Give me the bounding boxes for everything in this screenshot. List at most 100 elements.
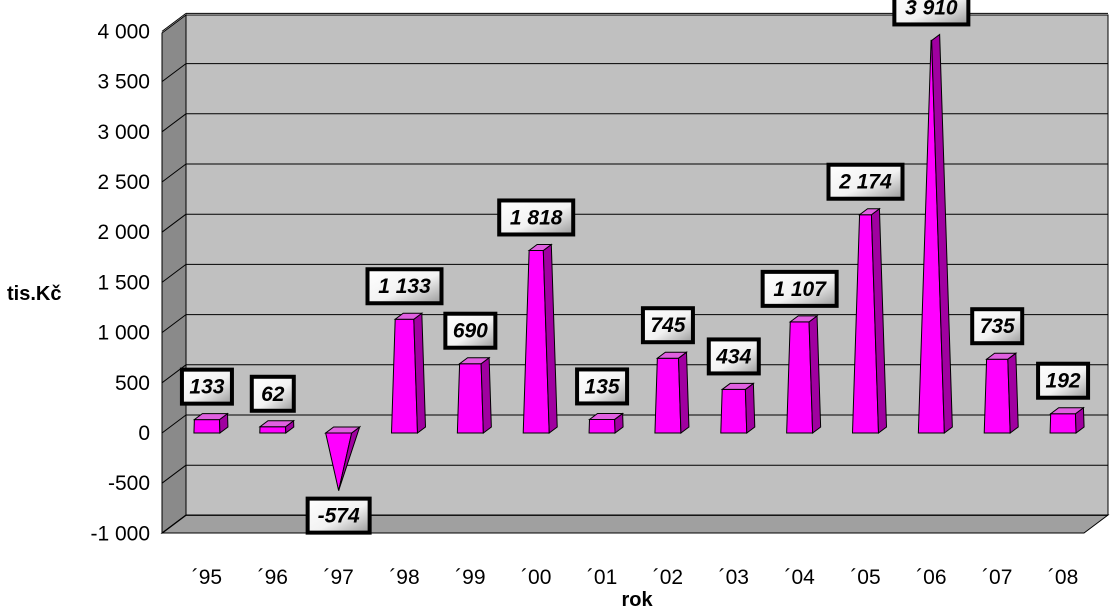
bar-top [788,315,819,323]
data-label-text: 735 [980,315,1015,338]
x-tick-label: ´98 [389,566,419,589]
x-tick-label: ´97 [323,566,353,589]
bar-front [193,419,221,434]
data-label-box [760,269,839,308]
bar [1049,406,1085,434]
bar-top [527,243,553,251]
data-label-text: 2 174 [838,171,892,194]
gridline-side [161,464,187,484]
data-label-text: 1 818 [510,206,563,229]
bar [258,419,296,434]
data-label: 192 [1036,361,1091,400]
data-label-box [443,311,498,350]
x-tick-label: ´05 [850,566,880,589]
data-labels: 133 62 -574 1 133 690 1 818 135 745 434 1 107 2 17… [179,0,1091,535]
y-tick-label: 1 000 [97,322,150,345]
bar-front [390,318,419,434]
bar [522,243,558,434]
y-axis: 4 000 3 500 3 000 2 500 2 000 1 500 1 000 500 0 -… [90,20,150,545]
y-tick-label: 3 500 [97,71,150,94]
bar [786,314,822,434]
bar-top [720,382,755,390]
bar-front [259,426,287,434]
y-tick-label: 500 [115,372,150,395]
x-tick-label: ´07 [982,566,1012,589]
x-tick-label: ´04 [784,566,815,589]
gridline-side [161,213,187,233]
x-tick-label: ´95 [192,566,222,589]
bar-front [588,418,616,434]
gridline-side [161,314,187,334]
data-label: 1 133 [365,267,444,306]
bar-side [480,356,492,434]
y-tick-label: 1 500 [97,271,150,294]
bar [390,312,427,434]
bar-top [985,352,1018,360]
data-label-text: -574 [318,505,360,528]
x-tick-label: ´96 [258,566,288,589]
data-label-box [970,307,1025,346]
bar-front [720,388,748,434]
bar-top [1049,407,1085,415]
x-tick-label: ´08 [1048,566,1078,589]
gridline-side [161,263,187,283]
bar [456,356,492,434]
bar [324,425,362,491]
x-tick-label: ´02 [653,566,683,589]
data-label-text: 434 [715,345,751,368]
data-label-box [640,306,695,345]
floor [160,514,1110,534]
data-label-text: 62 [261,383,285,406]
x-tick-label: ´00 [521,566,551,589]
data-label-text: 192 [1046,370,1081,393]
bar-top [393,312,424,320]
back-wall [185,14,1109,516]
bar-top [258,420,296,428]
bar-front [1049,413,1077,434]
y-tick-label: -1 000 [90,522,150,545]
data-label: 133 [179,367,234,406]
plot-wall [160,14,1110,534]
gridline-side [161,414,187,434]
data-label-box [575,367,630,406]
data-label-text: 690 [453,320,488,343]
gridline-side [161,163,187,183]
y-tick-label: 4 000 [97,20,150,43]
bar [917,33,953,434]
data-label-text: 1 133 [378,275,431,298]
bar [983,352,1019,434]
x-tick-label: ´99 [455,566,485,589]
bar-top [588,412,625,420]
bar-front [456,363,484,434]
gridline-side [161,113,187,133]
data-label-text: 133 [189,376,224,399]
y-tick-label: 3 000 [97,121,150,144]
bar-top [324,426,362,434]
data-label: 745 [640,306,695,345]
bar [192,412,229,434]
bar-top [858,208,881,216]
data-label-box [1036,361,1091,400]
data-label-text: 1 107 [773,278,827,301]
data-label: 1 107 [760,269,839,308]
data-label-box [249,374,296,413]
data-label: 690 [443,311,498,350]
data-label-box [706,337,761,376]
data-label-box [497,198,576,237]
data-label-box [365,267,444,306]
bar [588,412,625,434]
y-tick-label: 2 500 [97,171,150,194]
data-label: 1 818 [497,198,576,237]
bar-front [654,357,682,434]
bar-side [677,351,690,434]
data-label: 3 910 [892,0,971,27]
data-label-box [892,0,971,27]
x-tick-label: ´01 [587,566,617,589]
bar-top [192,413,229,421]
data-label-text: 135 [585,375,620,398]
y-tick-label: 0 [138,422,150,445]
bar-front [983,358,1011,434]
gridline-side [161,12,187,32]
data-label: 135 [575,367,630,406]
